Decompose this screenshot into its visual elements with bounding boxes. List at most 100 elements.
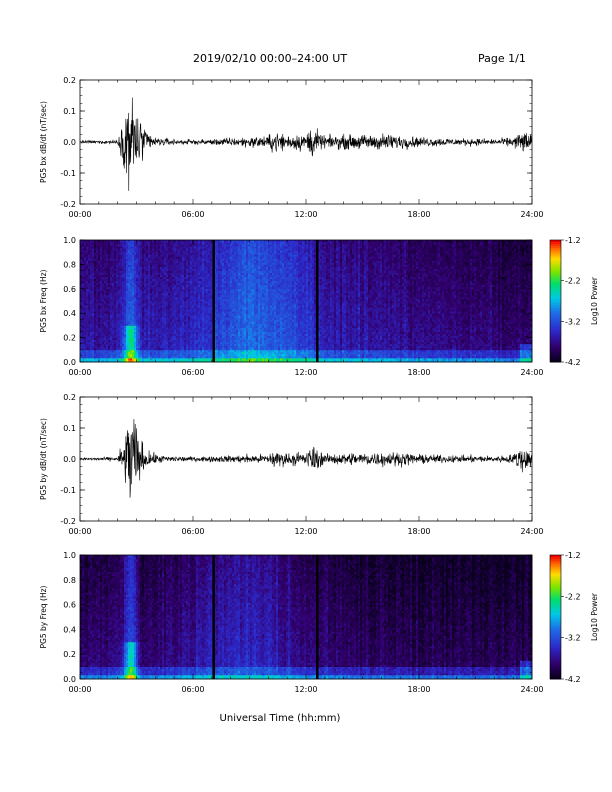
- heatmap-cell: [150, 311, 153, 314]
- heatmap-cell: [92, 351, 95, 355]
- heatmap-cell: [100, 319, 103, 322]
- heatmap-cell: [140, 252, 143, 255]
- heatmap-cell: [96, 325, 99, 328]
- heatmap-cell: [154, 351, 157, 355]
- heatmap-cell: [162, 353, 165, 357]
- heatmap-cell: [94, 345, 97, 349]
- heatmap-cell: [94, 280, 97, 284]
- heatmap-cell: [132, 327, 135, 330]
- heatmap-cell: [80, 294, 83, 298]
- heatmap-cell: [116, 303, 119, 306]
- heatmap-cell: [92, 248, 95, 251]
- heatmap-cell: [84, 341, 87, 345]
- heatmap-cell: [88, 337, 91, 341]
- heatmap-cell: [130, 329, 133, 332]
- heatmap-cell: [124, 309, 127, 312]
- heatmap-cell: [96, 333, 99, 336]
- heatmap-cell: [88, 270, 91, 273]
- heatmap-cell: [142, 359, 145, 363]
- heatmap-cell: [132, 349, 135, 353]
- heatmap-cell: [114, 288, 117, 292]
- heatmap-cell: [86, 317, 89, 320]
- heatmap-cell: [160, 274, 163, 277]
- heatmap-cell: [80, 280, 83, 284]
- heatmap-cell: [94, 347, 97, 351]
- heatmap-cell: [96, 240, 99, 243]
- heatmap-cell: [110, 307, 113, 310]
- heatmap-cell: [116, 272, 119, 275]
- heatmap-cell: [112, 319, 115, 322]
- heatmap-cell: [142, 260, 145, 263]
- heatmap-cell: [140, 331, 143, 334]
- heatmap-cell: [140, 311, 143, 314]
- heatmap-cell: [114, 272, 117, 275]
- heatmap-cell: [98, 337, 101, 341]
- heatmap-cell: [116, 286, 119, 290]
- heatmap-cell: [108, 341, 111, 345]
- heatmap-cell: [164, 339, 167, 343]
- heatmap-cell: [132, 246, 135, 249]
- heatmap-cell: [144, 323, 147, 326]
- heatmap-cell: [114, 301, 117, 304]
- heatmap-cell: [160, 250, 163, 253]
- heatmap-cell: [166, 321, 169, 324]
- heatmap-cell: [130, 264, 133, 267]
- heatmap-cell: [84, 240, 87, 243]
- heatmap-cell: [152, 268, 155, 271]
- heatmap-cell: [80, 270, 83, 273]
- heatmap-cell: [144, 294, 147, 298]
- heatmap-cell: [88, 298, 91, 302]
- heatmap-cell: [108, 347, 111, 351]
- heatmap-cell: [142, 288, 145, 292]
- heatmap-cell: [154, 244, 157, 247]
- heatmap-cell: [122, 250, 125, 253]
- heatmap-cell: [92, 355, 95, 359]
- heatmap-cell: [124, 270, 127, 273]
- heatmap-cell: [128, 319, 131, 322]
- heatmap-cell: [120, 329, 123, 332]
- heatmap-cell: [144, 331, 147, 334]
- heatmap-cell: [106, 286, 109, 290]
- heatmap-cell: [104, 341, 107, 345]
- heatmap-cell: [140, 359, 143, 363]
- heatmap-cell: [138, 270, 141, 273]
- heatmap-cell: [98, 335, 101, 338]
- heatmap-cell: [80, 246, 83, 249]
- heatmap-cell: [102, 347, 105, 351]
- heatmap-cell: [116, 252, 119, 255]
- heatmap-cell: [102, 280, 105, 284]
- heatmap-cell: [104, 290, 107, 294]
- heatmap-cell: [158, 355, 161, 359]
- heatmap-cell: [124, 311, 127, 314]
- heatmap-cell: [116, 341, 119, 345]
- heatmap-cell: [154, 305, 157, 308]
- heatmap-cell: [86, 351, 89, 355]
- heatmap-cell: [146, 258, 149, 261]
- heatmap-cell: [126, 325, 129, 328]
- heatmap-cell: [160, 290, 163, 294]
- heatmap-cell: [164, 353, 167, 357]
- heatmap-cell: [98, 278, 101, 282]
- heatmap-cell: [100, 246, 103, 249]
- heatmap-cell: [104, 266, 107, 269]
- heatmap-cell: [120, 335, 123, 338]
- heatmap-cell: [84, 333, 87, 336]
- heatmap-cell: [92, 246, 95, 249]
- heatmap-cell: [138, 335, 141, 338]
- heatmap-cell: [82, 345, 85, 349]
- heatmap-cell: [94, 307, 97, 310]
- heatmap-cell: [102, 335, 105, 338]
- heatmap-cell: [162, 292, 165, 296]
- heatmap-cell: [140, 294, 143, 298]
- heatmap-cell: [108, 296, 111, 300]
- heatmap-cell: [112, 252, 115, 255]
- heatmap-cell: [102, 274, 105, 277]
- heatmap-cell: [154, 286, 157, 290]
- heatmap-cell: [160, 260, 163, 263]
- heatmap-cell: [94, 274, 97, 277]
- heatmap-cell: [90, 252, 93, 255]
- heatmap-cell: [156, 258, 159, 261]
- heatmap-cell: [104, 337, 107, 341]
- heatmap-cell: [134, 325, 137, 328]
- heatmap-cell: [148, 252, 151, 255]
